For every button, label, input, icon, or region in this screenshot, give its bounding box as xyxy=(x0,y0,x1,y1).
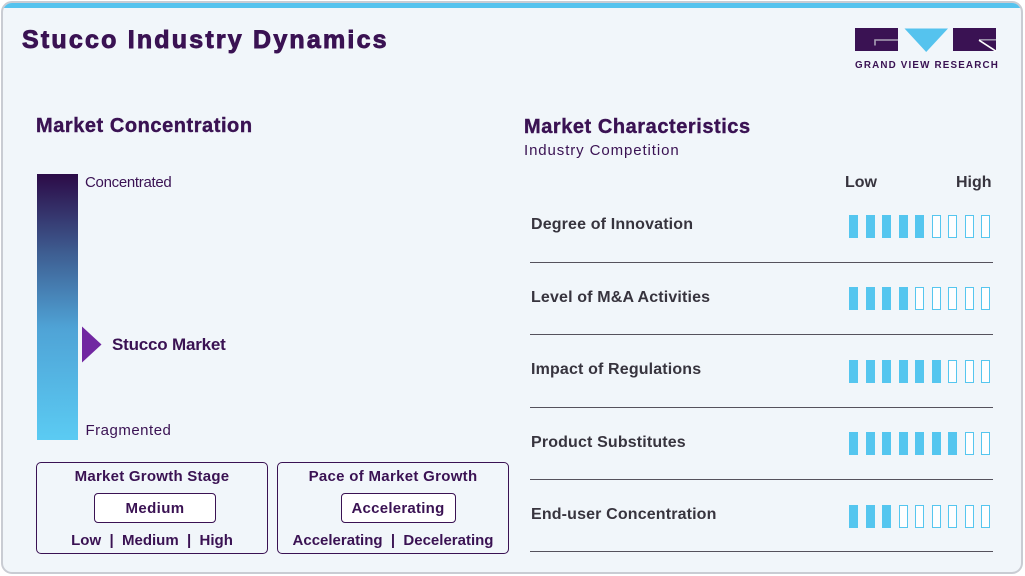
svg-text:GRAND VIEW RESEARCH: GRAND VIEW RESEARCH xyxy=(855,60,999,70)
